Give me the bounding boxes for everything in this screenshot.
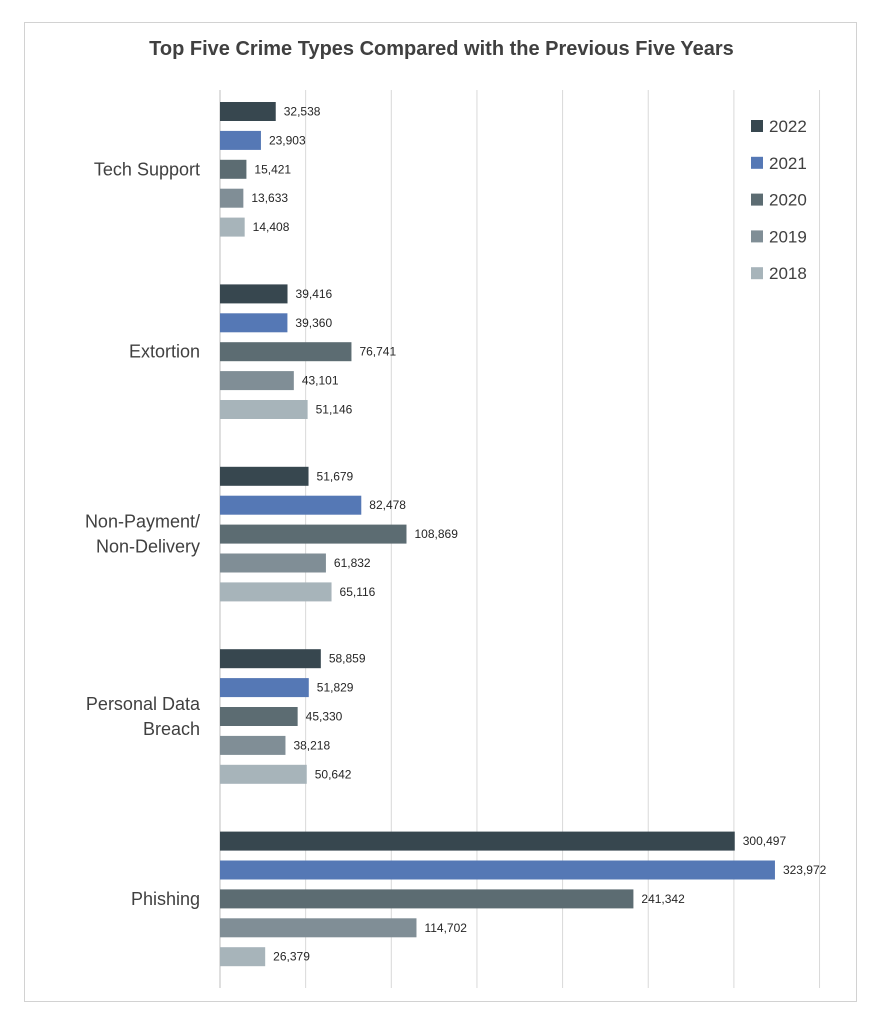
- category-label: Extortion: [129, 342, 200, 362]
- bar-2022: [220, 649, 321, 669]
- bar-value-label: 241,342: [641, 892, 685, 906]
- bar-value-label: 39,416: [296, 287, 333, 301]
- legend-swatch-2022: [751, 120, 763, 132]
- bar-value-label: 65,116: [340, 585, 376, 599]
- bar-2022: [220, 831, 735, 851]
- bar-2018: [220, 582, 332, 602]
- bars: [220, 102, 775, 967]
- bar-2019: [220, 371, 294, 391]
- bar-value-label: 300,497: [743, 834, 787, 848]
- bar-2018: [220, 764, 307, 784]
- bar-value-label: 13,633: [251, 191, 288, 205]
- bar-2022: [220, 284, 288, 304]
- category-label: Personal Data: [86, 694, 201, 714]
- legend-swatch-2019: [751, 230, 763, 243]
- bar-value-label: 82,478: [369, 498, 406, 512]
- bar-value-label: 14,408: [253, 220, 290, 234]
- bar-2020: [220, 159, 247, 179]
- category-label: Phishing: [131, 889, 200, 909]
- category-labels: Tech Support Extortion Non-Payment/Non-Del…: [85, 159, 201, 909]
- value-labels: 32,538 23,903 15,421 13,633 14,408 39,416 39,3…: [251, 105, 826, 964]
- bar-value-label: 51,146: [316, 403, 353, 417]
- category-label: Tech Support: [94, 159, 200, 179]
- bar-value-label: 32,538: [284, 105, 321, 119]
- legend-swatch-2021: [751, 156, 763, 169]
- bar-value-label: 45,330: [306, 710, 343, 724]
- bar-2020: [220, 889, 634, 909]
- category-label: Breach: [143, 719, 200, 739]
- bar-value-label: 39,360: [295, 316, 332, 330]
- bar-2020: [220, 524, 407, 544]
- legend-label-2018: 2018: [769, 264, 807, 283]
- bar-2021: [220, 130, 261, 150]
- bar-2019: [220, 918, 417, 938]
- bar-2021: [220, 678, 309, 698]
- legend-swatch-2018: [751, 267, 763, 280]
- bar-value-label: 51,829: [317, 681, 354, 695]
- bar-value-label: 26,379: [273, 950, 310, 964]
- bar-value-label: 61,832: [334, 556, 371, 570]
- bar-value-label: 108,869: [414, 527, 458, 541]
- bar-2018: [220, 400, 308, 419]
- bar-value-label: 114,702: [424, 921, 467, 935]
- bar-2022: [220, 102, 276, 121]
- bar-2021: [220, 313, 288, 333]
- legend-label-2020: 2020: [769, 191, 807, 210]
- legend-label-2019: 2019: [769, 227, 807, 246]
- chart-title: Top Five Crime Types Compared with the P…: [149, 38, 734, 60]
- bar-2018: [220, 217, 245, 237]
- bar-2020: [220, 342, 352, 362]
- bar-2019: [220, 188, 244, 208]
- legend: 2022 2021 2020 2019 2018: [751, 117, 807, 283]
- bar-value-label: 58,859: [329, 652, 366, 666]
- bar-value-label: 323,972: [783, 863, 827, 877]
- bar-value-label: 43,101: [302, 374, 339, 388]
- category-label: Non-Delivery: [96, 537, 200, 557]
- bar-value-label: 23,903: [269, 133, 306, 147]
- bar-value-label: 51,679: [317, 469, 354, 483]
- bar-value-label: 38,218: [293, 738, 330, 752]
- legend-swatch-2020: [751, 193, 763, 206]
- bar-2021: [220, 495, 362, 515]
- bar-2019: [220, 553, 326, 573]
- bar-value-label: 15,421: [254, 162, 291, 176]
- category-label: Non-Payment/: [85, 512, 200, 532]
- bar-2018: [220, 947, 266, 967]
- bar-value-label: 50,642: [315, 767, 352, 781]
- bar-2022: [220, 466, 309, 486]
- bar-2020: [220, 707, 298, 726]
- bar-2019: [220, 735, 286, 755]
- legend-label-2021: 2021: [769, 154, 807, 173]
- bar-2021: [220, 860, 775, 880]
- legend-label-2022: 2022: [769, 117, 807, 136]
- bar-value-label: 76,741: [359, 345, 396, 359]
